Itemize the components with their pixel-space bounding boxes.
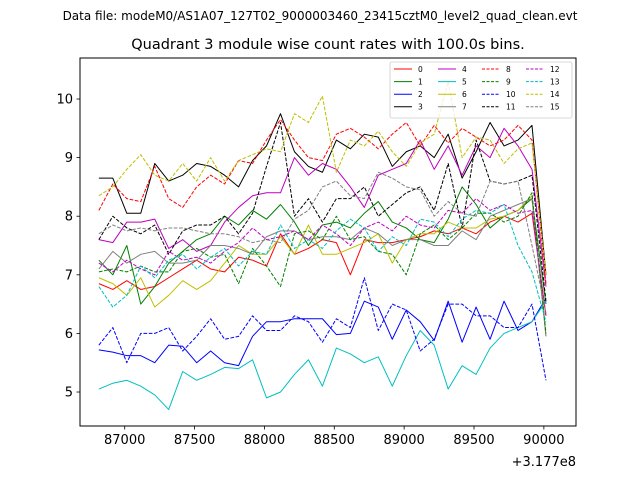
legend-label-8: 8	[506, 65, 511, 74]
series-line-15	[98, 171, 547, 314]
series-line-4	[98, 127, 547, 287]
x-axis: 87000 87500 88000 88500 89000 89500 90000	[104, 426, 565, 448]
legend-box	[389, 61, 573, 119]
legend-label-4: 4	[462, 65, 467, 74]
legend-label-11: 11	[506, 103, 516, 112]
y-tick-label: 8	[65, 210, 73, 225]
series-line-5	[98, 300, 547, 411]
series-line-11	[98, 121, 547, 302]
series-line-6	[98, 195, 547, 337]
y-tick-label: 5	[65, 386, 73, 401]
plot-frame	[79, 57, 577, 427]
legend-label-6: 6	[462, 90, 467, 99]
x-tick-label: 90000	[523, 433, 564, 448]
y-tick-label: 9	[65, 151, 73, 166]
legend-label-3: 3	[418, 103, 423, 112]
legend-label-13: 13	[550, 77, 560, 86]
legend-label-7: 7	[462, 103, 467, 112]
series-line-8	[98, 119, 547, 284]
legend-label-10: 10	[506, 90, 516, 99]
legend-label-5: 5	[462, 77, 467, 86]
legend-label-0: 0	[418, 65, 423, 74]
legend-label-1: 1	[418, 77, 423, 86]
series-line-10	[98, 277, 547, 381]
legend-label-15: 15	[550, 103, 560, 112]
series-line-12	[98, 198, 547, 316]
chart-suptitle: Data file: modeM0/AS1A07_127T02_90000034…	[63, 9, 578, 23]
series-line-3	[98, 113, 547, 275]
y-axis: 5 6 7 8 9 10	[56, 93, 80, 401]
chart-title: Quadrant 3 module wise count rates with …	[131, 37, 525, 53]
series-line-13	[98, 204, 547, 322]
y-tick-label: 6	[65, 327, 73, 342]
legend-label-14: 14	[550, 90, 560, 99]
x-offset-label: +3.177e8	[512, 455, 576, 470]
series-line-9	[98, 192, 547, 334]
legend-label-9: 9	[506, 77, 511, 86]
y-tick-label: 10	[56, 93, 73, 108]
x-tick-label: 89000	[383, 433, 424, 448]
series-line-2	[98, 297, 547, 367]
y-tick-label: 7	[65, 268, 73, 283]
legend-label-2: 2	[418, 90, 423, 99]
x-tick-label: 88500	[314, 433, 355, 448]
series-line-7	[98, 198, 547, 337]
x-tick-label: 87500	[174, 433, 215, 448]
x-tick-label: 88000	[244, 433, 285, 448]
x-tick-label: 87000	[104, 433, 145, 448]
series-line-14	[98, 80, 547, 275]
legend-label-12: 12	[550, 65, 560, 74]
series-layer	[98, 80, 547, 411]
x-tick-label: 89500	[453, 433, 494, 448]
